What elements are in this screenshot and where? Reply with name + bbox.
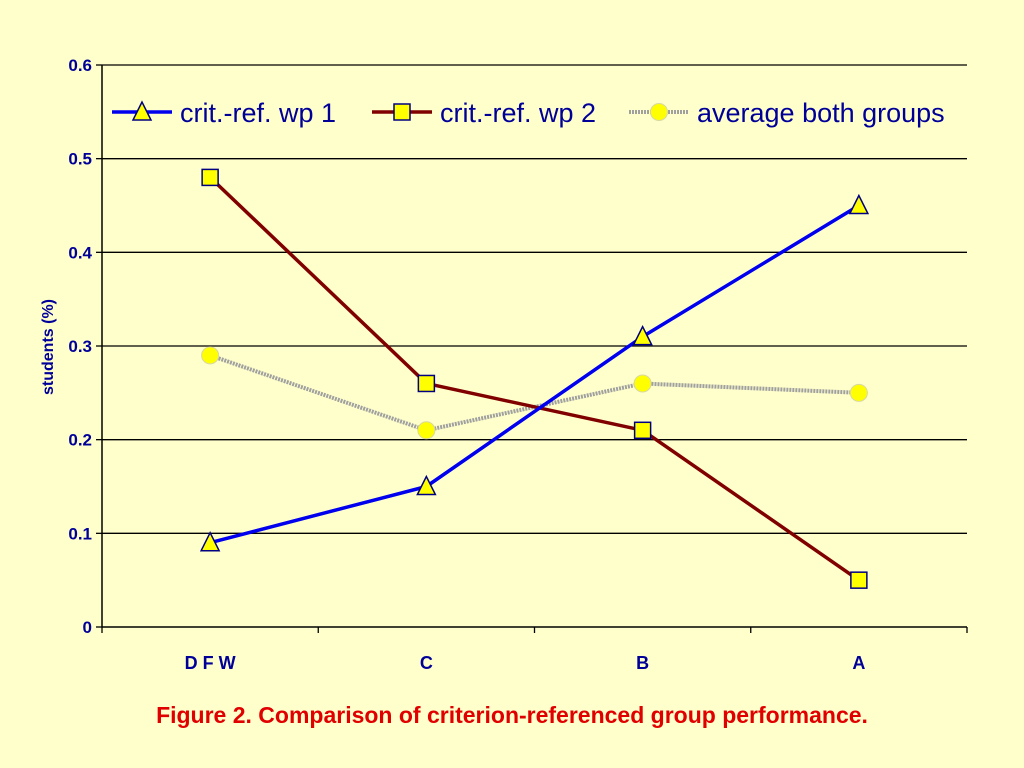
data-point [201,168,219,187]
series-line [208,176,860,582]
legend-label: crit.-ref. wp 1 [180,98,336,128]
legend-label: crit.-ref. wp 2 [440,98,596,128]
data-point [850,571,868,589]
y-tick-label: 0 [83,618,92,637]
legend-entry: crit.-ref. wp 2 [372,98,596,128]
x-tick-label: B [636,653,649,673]
gridlines [102,64,967,534]
y-tick-label: 0.3 [68,337,92,356]
data-point [199,531,221,552]
line-chart: 0 0.1 0.2 0.3 0.4 0.5 0.6 D F W C B A crit.-ref. w… [40,56,968,673]
legend-marker [393,103,411,121]
y-tick-label: 0.6 [68,56,92,75]
legend: crit.-ref. wp 1 crit.-ref. wp 2 average bo… [112,98,945,128]
data-point [201,346,220,365]
legend-marker [131,100,153,121]
series-2 [201,168,868,589]
data-point [417,374,436,393]
chart-area: 0 0.1 0.2 0.3 0.4 0.5 0.6 D F W C B A crit.-ref. w… [24,24,992,684]
data-point [849,383,868,402]
data-point [848,193,870,215]
series-lines [199,168,870,589]
series-3 [201,346,868,440]
axes: 0 0.1 0.2 0.3 0.4 0.5 0.6 D F W C B A [68,56,968,673]
series-1 [199,193,870,552]
legend-label: average both groups [697,98,945,128]
series-line [209,204,860,545]
data-point [632,324,653,346]
legend-entry: average both groups [629,98,945,128]
y-tick-label: 0.4 [68,243,92,262]
y-tick-label: 0.1 [68,524,92,543]
data-point [416,474,437,496]
x-tick-label: D F W [185,653,236,673]
series-line [209,353,859,433]
y-axis-label: students (%) [40,299,57,395]
data-point [633,421,652,440]
legend-entry: crit.-ref. wp 1 [112,98,336,128]
y-tick-label: 0.5 [68,150,92,169]
figure-caption: Figure 2. Comparison of criterion-refere… [156,702,868,728]
x-tick-label: A [852,653,865,673]
data-point [633,374,652,393]
legend-marker [650,103,668,121]
data-point [417,421,436,440]
y-tick-label: 0.2 [68,431,92,450]
x-tick-label: C [420,653,433,673]
